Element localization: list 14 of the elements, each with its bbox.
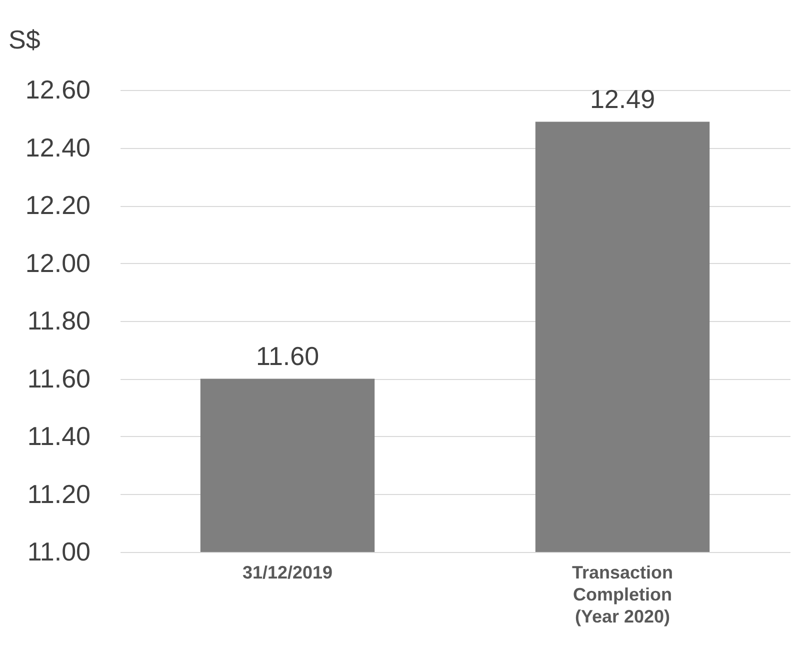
x-tick-label: Transaction Completion (Year 2020) bbox=[572, 562, 674, 626]
y-tick-label: 12.00 bbox=[25, 248, 90, 278]
y-tick-label: 12.20 bbox=[25, 190, 90, 220]
data-label: 12.49 bbox=[590, 84, 656, 114]
data-label: 11.60 bbox=[256, 340, 320, 371]
y-tick-label: 11.20 bbox=[27, 478, 90, 509]
y-tick-label: 11.00 bbox=[27, 536, 90, 566]
y-tick-label: 12.40 bbox=[25, 132, 90, 162]
x-tick-label: 31/12/2019 bbox=[242, 562, 333, 582]
y-tick-label: 11.80 bbox=[27, 306, 90, 336]
y-axis-title: S$ bbox=[8, 24, 41, 54]
y-tick-label: 12.60 bbox=[25, 74, 90, 104]
y-tick-label: 11.60 bbox=[27, 363, 90, 394]
y-tick-label: 11.40 bbox=[27, 421, 90, 451]
